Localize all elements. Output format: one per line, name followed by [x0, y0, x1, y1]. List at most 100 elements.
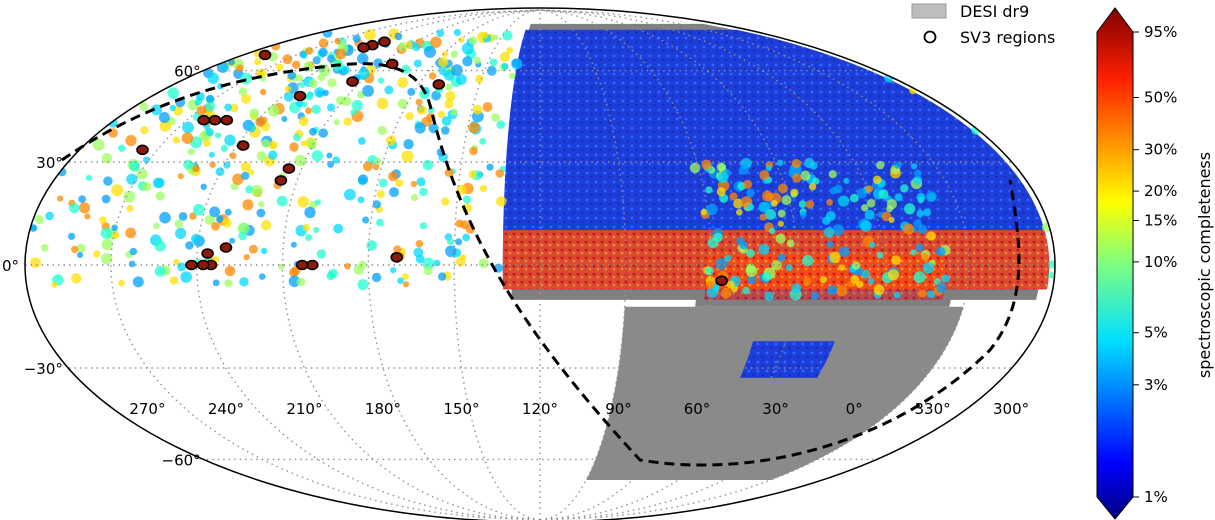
legend-desi-label: DESI dr9: [960, 2, 1029, 21]
dec-tick-label: 30°: [36, 154, 63, 172]
survey-tile: [422, 257, 435, 270]
survey-tile: [192, 203, 205, 216]
survey-tile: [126, 173, 138, 185]
meridian-line: [281, 9, 541, 520]
survey-tile: [894, 193, 903, 202]
survey-tile: [181, 132, 194, 144]
survey-tile: [139, 102, 149, 111]
survey-tile: [101, 153, 113, 164]
survey-tile: [327, 103, 335, 112]
survey-tile: [256, 208, 266, 218]
survey-tile: [413, 59, 422, 68]
survey-tile: [371, 272, 382, 283]
survey-tile: [205, 101, 216, 112]
survey-tile: [224, 279, 233, 288]
survey-tile: [482, 102, 493, 112]
survey-tile: [495, 169, 505, 178]
survey-tile: [455, 256, 466, 267]
survey-tile: [707, 237, 719, 249]
sv3-region-marker: [378, 36, 391, 48]
survey-tile: [174, 219, 183, 228]
survey-tile: [923, 208, 931, 217]
survey-tile: [856, 188, 868, 199]
meridian-line: [539, 9, 799, 520]
survey-tile: [209, 161, 216, 168]
survey-tile: [860, 220, 872, 232]
survey-tile: [765, 165, 772, 172]
survey-tile: [747, 275, 757, 285]
survey-tile: [791, 283, 802, 293]
survey-tile: [248, 244, 258, 254]
survey-tile: [71, 245, 79, 254]
survey-tile: [826, 199, 833, 206]
survey-tile: [57, 195, 64, 202]
survey-tile: [318, 47, 328, 57]
survey-tile: [92, 138, 105, 151]
survey-tile: [357, 196, 365, 204]
survey-tile: [125, 227, 136, 239]
survey-tile: [224, 265, 236, 277]
survey-tile: [318, 128, 328, 138]
survey-tile: [911, 163, 918, 170]
survey-tile: [805, 200, 815, 209]
survey-tile: [214, 132, 221, 139]
survey-tile: [341, 65, 350, 75]
survey-tile: [100, 227, 113, 239]
survey-tile: [390, 267, 397, 274]
survey-tile: [866, 198, 876, 208]
survey-tile: [69, 202, 80, 214]
survey-tile: [203, 139, 211, 147]
survey-tile: [422, 159, 434, 171]
survey-tile: [489, 58, 498, 67]
survey-tile: [401, 150, 414, 163]
survey-tile: [397, 277, 404, 285]
colorbar-tick-label: 5%: [1144, 324, 1168, 342]
sv3-region-marker: [390, 251, 404, 263]
survey-tile: [777, 209, 786, 218]
survey-tile: [151, 104, 162, 116]
survey-tile: [229, 237, 236, 244]
survey-tile: [759, 170, 770, 180]
survey-tile: [746, 248, 755, 258]
survey-tile: [823, 227, 835, 238]
survey-tile: [704, 266, 714, 276]
legend-desi-patch: [911, 3, 947, 19]
survey-tile: [839, 246, 850, 258]
survey-tile: [468, 36, 478, 45]
survey-tile: [827, 285, 838, 296]
survey-tile: [155, 191, 165, 201]
survey-tile: [167, 87, 179, 99]
survey-tile: [76, 243, 86, 253]
survey-tile: [268, 140, 278, 150]
sv3-region-marker: [258, 49, 272, 61]
survey-tile: [415, 254, 425, 264]
survey-tile: [412, 43, 421, 52]
ra-tick-label: 120°: [522, 400, 558, 418]
survey-tile: [296, 277, 306, 287]
survey-tile: [762, 190, 774, 202]
survey-tile: [415, 98, 423, 106]
survey-tile: [828, 170, 837, 179]
survey-tile: [405, 40, 414, 50]
survey-tile: [200, 183, 207, 190]
survey-tile: [326, 271, 336, 281]
survey-tile: [204, 214, 216, 225]
survey-tile: [241, 93, 252, 104]
survey-tile: [717, 172, 729, 184]
survey-tile: [212, 279, 220, 287]
survey-tile: [101, 253, 113, 265]
survey-tile: [777, 183, 788, 194]
survey-tile: [922, 262, 934, 274]
survey-tile: [357, 279, 369, 291]
sv3-region-marker: [293, 90, 307, 102]
survey-tile: [344, 188, 356, 201]
survey-tile: [419, 187, 428, 197]
survey-tile: [294, 154, 307, 167]
survey-tile: [701, 159, 712, 170]
sv3-region-marker: [295, 259, 309, 271]
survey-tile: [733, 198, 744, 209]
survey-tile: [45, 211, 54, 221]
survey-tile: [305, 233, 313, 242]
survey-tile: [746, 203, 755, 211]
